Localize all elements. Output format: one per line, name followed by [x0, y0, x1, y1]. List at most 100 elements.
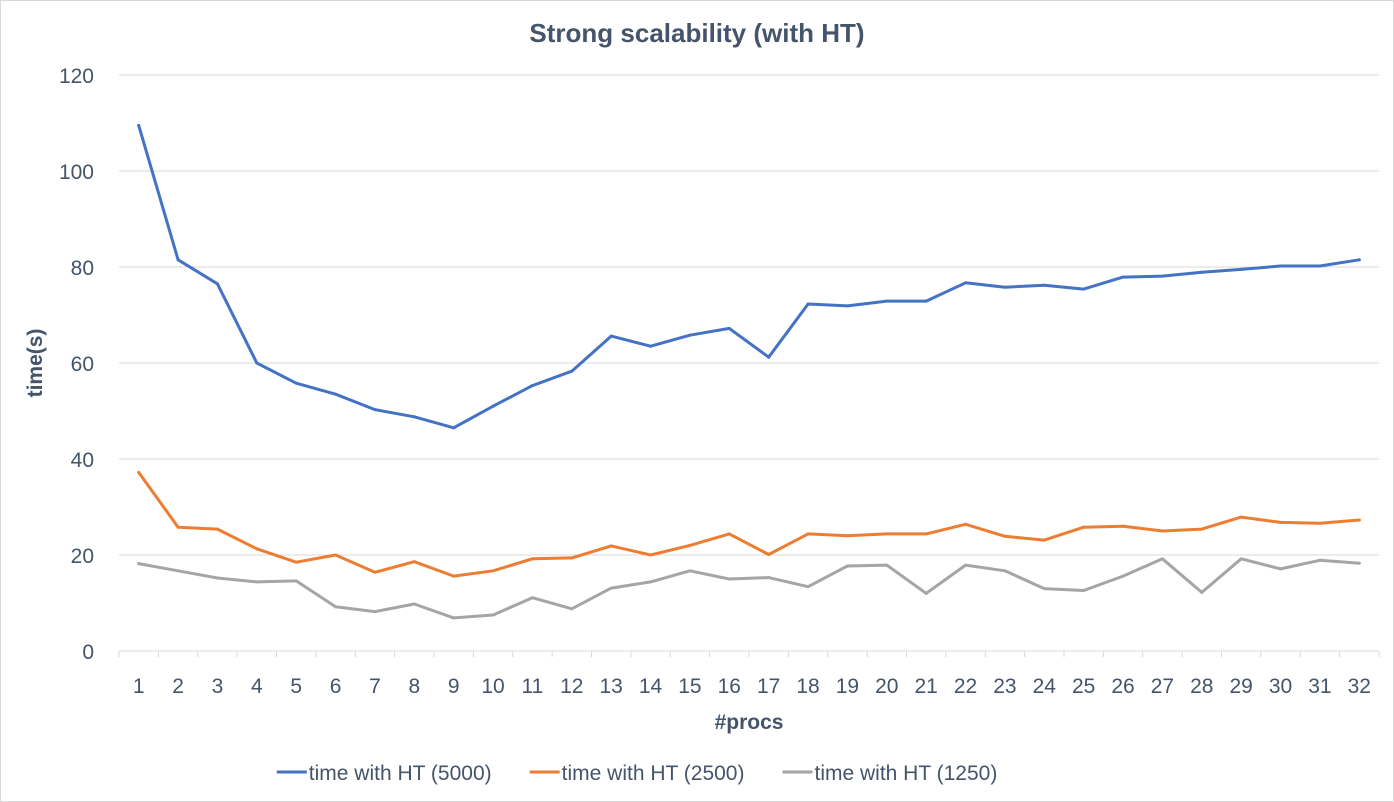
data-point — [452, 616, 456, 620]
data-point — [727, 326, 731, 330]
legend-label: time with HT (1250) — [814, 762, 997, 785]
data-point — [767, 576, 771, 580]
data-point — [1121, 524, 1125, 528]
data-point — [1279, 264, 1283, 268]
data-point — [570, 369, 574, 373]
data-point — [1082, 287, 1086, 291]
legend-label: time with HT (2500) — [562, 762, 745, 785]
data-point — [294, 381, 298, 385]
x-tick-label: 6 — [330, 675, 342, 698]
data-point — [373, 610, 377, 614]
data-point — [1239, 267, 1243, 271]
data-point — [452, 574, 456, 578]
data-point — [373, 570, 377, 574]
data-point — [767, 355, 771, 359]
data-point — [924, 532, 928, 536]
data-point — [727, 532, 731, 536]
data-point — [1200, 590, 1204, 594]
data-point — [334, 392, 338, 396]
data-point — [530, 557, 534, 561]
x-tick-label: 20 — [875, 675, 898, 698]
data-point — [845, 534, 849, 538]
data-point — [885, 563, 889, 567]
x-tick-label: 22 — [954, 675, 977, 698]
x-tick-label: 13 — [600, 675, 623, 698]
data-point — [137, 562, 141, 566]
x-tick-label: 19 — [836, 675, 859, 698]
data-point — [412, 560, 416, 564]
data-point — [255, 547, 259, 551]
x-axis-tick-labels: 1 2 3 4 5 6 7 8 9 10 11 12 13 14 15 16 17 18 19 20 21 22 23 24 2… — [133, 675, 1371, 698]
data-point — [767, 553, 771, 557]
data-point — [806, 302, 810, 306]
data-point — [1357, 258, 1361, 262]
data-point — [530, 384, 534, 388]
data-point — [924, 299, 928, 303]
data-point — [1121, 574, 1125, 578]
data-point — [688, 543, 692, 547]
data-point — [727, 577, 731, 581]
x-tick-label: 5 — [290, 675, 302, 698]
data-point — [1279, 520, 1283, 524]
data-point — [1239, 557, 1243, 561]
x-tick-label: 27 — [1151, 675, 1174, 698]
data-point — [1200, 270, 1204, 274]
data-point — [1003, 534, 1007, 538]
data-point — [1357, 518, 1361, 522]
data-point — [1160, 274, 1164, 278]
data-point — [452, 426, 456, 430]
x-tick-label: 21 — [915, 675, 938, 698]
data-point — [176, 525, 180, 529]
x-tick-label: 28 — [1190, 675, 1213, 698]
x-tick-label: 30 — [1269, 675, 1292, 698]
x-tick-label: 14 — [639, 675, 663, 698]
data-point — [1357, 561, 1361, 565]
data-point — [1003, 569, 1007, 573]
y-tick-label: 100 — [59, 161, 94, 184]
x-tick-label: 1 — [133, 675, 145, 698]
data-point — [845, 304, 849, 308]
x-tick-label: 3 — [212, 675, 224, 698]
data-point — [1318, 558, 1322, 562]
data-point — [412, 415, 416, 419]
data-point — [1042, 538, 1046, 542]
x-tick-label: 31 — [1308, 675, 1331, 698]
data-point — [412, 602, 416, 606]
gridlines — [118, 74, 1380, 657]
y-tick-label: 60 — [71, 353, 94, 376]
data-point — [609, 544, 613, 548]
data-point — [334, 605, 338, 609]
data-point — [609, 586, 613, 590]
x-axis-title: #procs — [715, 711, 784, 734]
y-tick-label: 0 — [82, 641, 94, 664]
data-point — [255, 361, 259, 365]
series-points-2 — [137, 470, 1361, 578]
series-line-1 — [137, 123, 1361, 430]
data-point — [1160, 529, 1164, 533]
data-point — [1200, 527, 1204, 531]
series-points-1 — [137, 123, 1361, 430]
data-point — [649, 344, 653, 348]
x-tick-label: 17 — [757, 675, 780, 698]
data-point — [1160, 557, 1164, 561]
data-point — [924, 591, 928, 595]
data-point — [688, 569, 692, 573]
data-point — [176, 569, 180, 573]
x-tick-label: 32 — [1348, 675, 1371, 698]
series-line-3 — [137, 557, 1361, 620]
data-point — [806, 585, 810, 589]
data-point — [1318, 521, 1322, 525]
data-point — [649, 580, 653, 584]
data-point — [964, 522, 968, 526]
data-point — [1082, 589, 1086, 593]
data-point — [688, 333, 692, 337]
x-tick-label: 15 — [678, 675, 701, 698]
data-point — [1121, 275, 1125, 279]
legend-item-3: time with HT (1250) — [782, 762, 997, 785]
data-point — [806, 532, 810, 536]
data-point — [294, 579, 298, 583]
data-point — [964, 281, 968, 285]
x-tick-label: 16 — [718, 675, 741, 698]
